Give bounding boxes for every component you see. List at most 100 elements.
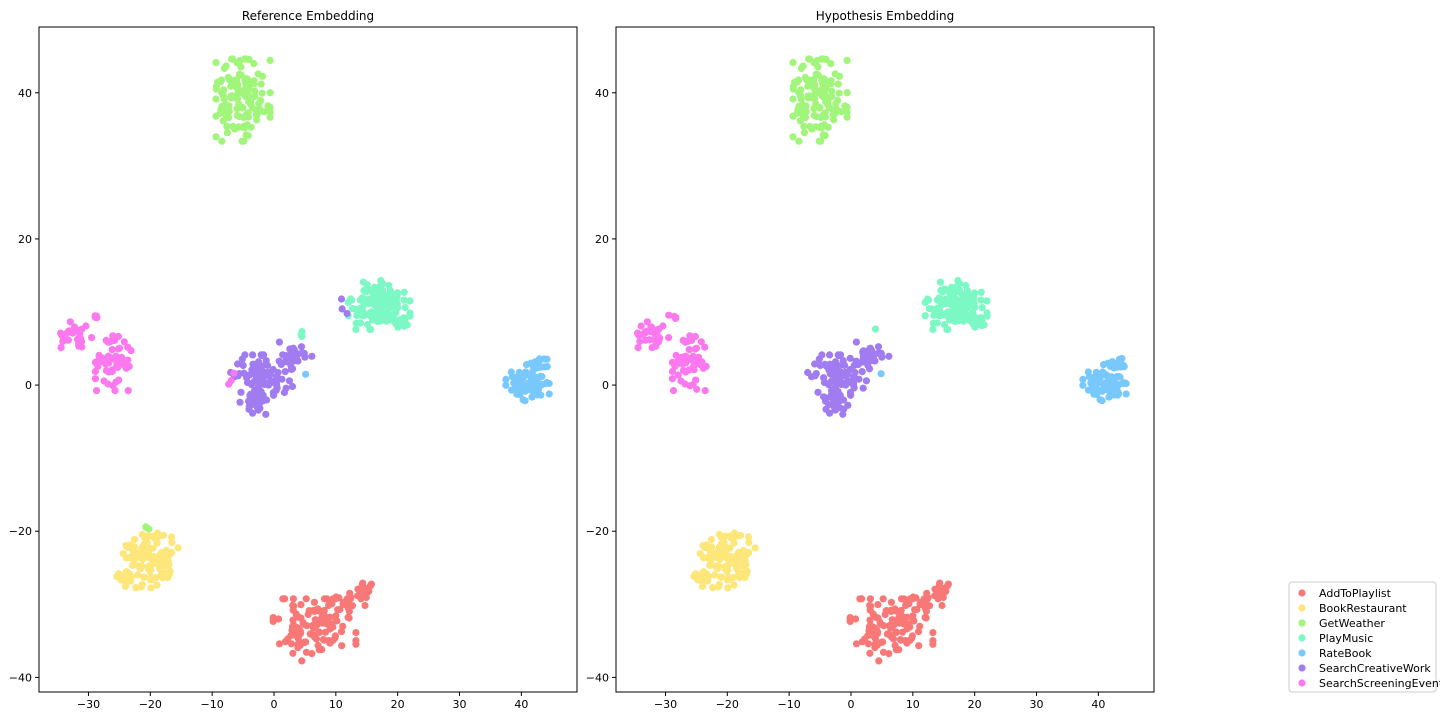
point-rate-book xyxy=(507,368,515,376)
point-play-music xyxy=(369,289,377,297)
legend-item-play-music: PlayMusic xyxy=(1298,632,1373,645)
point-book-restaurant xyxy=(720,538,728,546)
point-get-weather xyxy=(233,111,241,119)
point-search-creative-work xyxy=(846,365,854,374)
point-search-creative-work xyxy=(245,371,253,379)
point-search-creative-work xyxy=(852,338,861,346)
point-add-to-playlist xyxy=(868,622,876,631)
point-book-restaurant xyxy=(732,532,740,541)
point-get-weather xyxy=(258,89,266,97)
point-add-to-playlist xyxy=(361,601,369,610)
point-search-screening-event xyxy=(230,369,238,377)
point-get-weather xyxy=(789,59,797,67)
point-search-screening-event xyxy=(636,337,644,346)
point-play-music xyxy=(983,312,991,320)
point-add-to-playlist xyxy=(358,586,366,595)
point-rate-book xyxy=(1103,372,1111,380)
point-book-restaurant xyxy=(124,543,132,552)
legend-label: PlayMusic xyxy=(1319,632,1373,645)
chart-title: Reference Embedding xyxy=(242,9,374,23)
point-get-weather xyxy=(250,77,258,85)
point-get-weather xyxy=(810,111,818,119)
point-get-weather xyxy=(828,87,836,95)
point-play-music xyxy=(400,296,408,304)
point-add-to-playlist xyxy=(294,635,302,643)
point-search-screening-event xyxy=(112,378,120,386)
point-search-creative-work xyxy=(236,398,244,406)
point-book-restaurant xyxy=(710,571,719,579)
point-search-screening-event xyxy=(111,387,119,395)
point-get-weather xyxy=(223,113,231,121)
point-book-restaurant xyxy=(138,530,146,539)
point-add-to-playlist xyxy=(344,604,353,613)
point-book-restaurant xyxy=(148,573,156,582)
point-play-music xyxy=(983,297,991,305)
point-play-music xyxy=(353,306,361,314)
point-search-creative-work xyxy=(834,351,842,359)
point-search-creative-work xyxy=(301,353,309,361)
point-play-music xyxy=(939,287,947,296)
point-book-restaurant xyxy=(129,547,137,555)
point-get-weather xyxy=(212,85,220,93)
point-play-music xyxy=(962,281,970,290)
point-get-weather xyxy=(212,133,220,141)
point-search-screening-event xyxy=(669,387,678,395)
point-get-weather xyxy=(789,133,797,141)
point-rate-book xyxy=(537,363,545,371)
point-search-screening-event xyxy=(634,344,642,352)
point-search-creative-work xyxy=(280,388,288,397)
series-rate-book xyxy=(302,355,553,405)
point-add-to-playlist xyxy=(910,617,918,625)
legend-label: RateBook xyxy=(1319,647,1372,660)
point-book-restaurant xyxy=(716,573,725,581)
point-search-creative-work xyxy=(338,305,346,313)
point-book-restaurant xyxy=(143,538,151,546)
point-add-to-playlist xyxy=(289,595,297,603)
point-search-screening-event xyxy=(647,323,656,331)
legend-label: AddToPlaylist xyxy=(1319,587,1392,600)
series-book-restaurant xyxy=(690,529,759,592)
point-add-to-playlist xyxy=(864,640,873,648)
point-search-creative-work xyxy=(821,378,829,386)
point-search-creative-work xyxy=(343,309,351,318)
point-add-to-playlist xyxy=(302,595,310,603)
point-get-weather xyxy=(813,57,821,65)
point-book-restaurant xyxy=(147,584,155,592)
point-play-music xyxy=(406,297,414,305)
point-search-creative-work xyxy=(269,365,277,374)
point-search-creative-work xyxy=(878,353,886,361)
point-search-creative-work xyxy=(814,388,822,396)
point-add-to-playlist xyxy=(309,621,317,630)
x-tick-label: 30 xyxy=(1030,698,1044,711)
point-add-to-playlist xyxy=(886,621,894,630)
point-get-weather xyxy=(802,102,810,110)
point-search-creative-work xyxy=(279,351,287,359)
point-add-to-playlist xyxy=(935,586,943,595)
point-book-restaurant xyxy=(133,571,142,579)
point-search-screening-event xyxy=(104,338,112,346)
point-add-to-playlist xyxy=(929,629,937,637)
point-search-screening-event xyxy=(66,318,74,326)
point-search-creative-work xyxy=(826,360,834,368)
point-add-to-playlist xyxy=(323,613,331,621)
point-search-creative-work xyxy=(828,368,836,376)
point-play-music xyxy=(298,332,306,340)
point-add-to-playlist xyxy=(339,622,347,630)
point-book-restaurant xyxy=(165,568,173,577)
point-search-creative-work xyxy=(239,361,247,370)
point-play-music xyxy=(363,281,371,289)
point-add-to-playlist xyxy=(846,617,854,626)
y-tick-label: −20 xyxy=(586,525,609,538)
point-rate-book xyxy=(1114,381,1122,389)
point-get-weather xyxy=(245,55,253,64)
point-book-restaurant xyxy=(745,538,753,547)
point-book-restaurant xyxy=(725,573,733,582)
point-search-screening-event xyxy=(701,387,709,395)
point-search-screening-event xyxy=(643,318,651,326)
point-search-screening-event xyxy=(665,334,673,342)
point-add-to-playlist xyxy=(289,616,297,624)
point-play-music xyxy=(364,310,373,318)
legend-item-search-creative-work: SearchCreativeWork xyxy=(1298,662,1431,675)
point-search-screening-event xyxy=(111,336,119,344)
